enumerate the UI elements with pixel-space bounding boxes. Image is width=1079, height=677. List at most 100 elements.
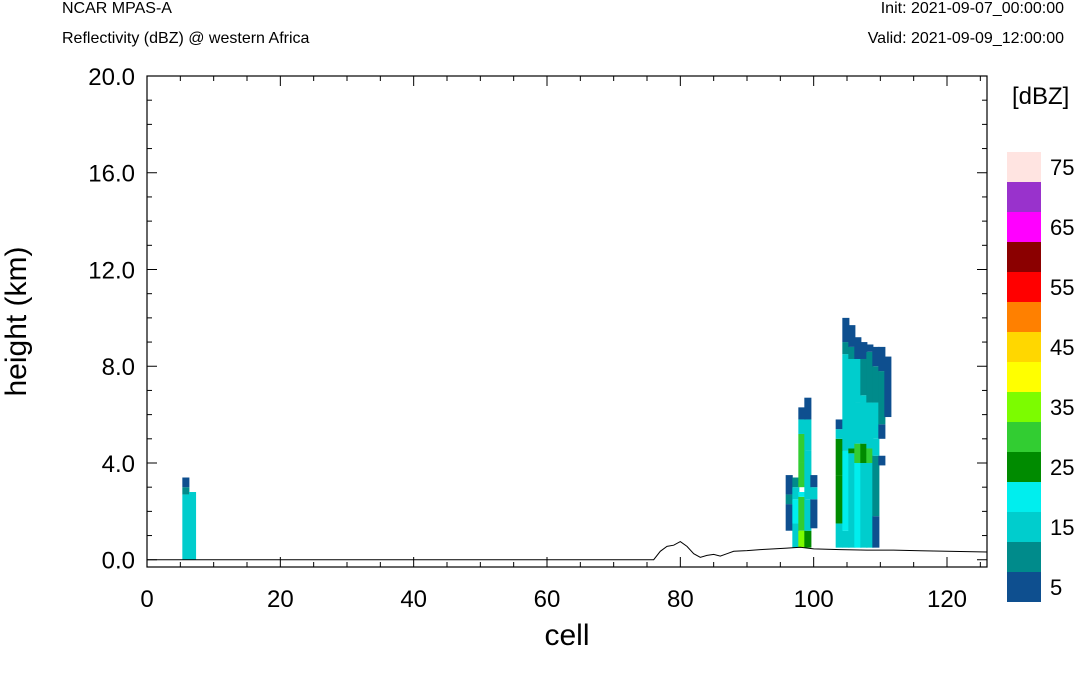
reflectivity-cell xyxy=(848,358,856,449)
colorbar-swatch xyxy=(1007,242,1041,272)
colorbar-label: 5 xyxy=(1050,575,1062,600)
reflectivity-cell xyxy=(848,346,856,359)
reflectivity-cell xyxy=(866,344,874,352)
reflectivity-cell xyxy=(878,424,886,439)
reflectivity-cell xyxy=(182,494,190,560)
reflectivity-cell xyxy=(872,455,880,517)
reflectivity-cell xyxy=(866,402,874,449)
reflectivity-cell xyxy=(810,487,818,500)
reflectivity-cell xyxy=(872,346,880,367)
reflectivity-cell xyxy=(848,448,856,454)
reflectivity-cell xyxy=(878,346,886,372)
reflectivity-cell xyxy=(866,463,874,548)
reflectivity-cell xyxy=(854,402,862,444)
reflectivity-cell xyxy=(860,443,868,463)
reflectivity-cell xyxy=(182,487,190,495)
colorbar-swatch xyxy=(1007,392,1041,422)
colorbar-swatch xyxy=(1007,152,1041,182)
y-tick-label: 16.0 xyxy=(88,161,135,188)
reflectivity-cell xyxy=(804,397,812,420)
colorbar-swatch xyxy=(1007,482,1041,512)
y-axis-label: height (km) xyxy=(0,246,33,396)
reflectivity-cell xyxy=(860,358,868,396)
data-layer xyxy=(147,317,988,561)
reflectivity-cell xyxy=(872,516,880,548)
colorbar-label: 65 xyxy=(1050,215,1074,240)
axes: 0 20 40 60 80 100 120 0.0 4.0 8.0 12.0 16.0 20.0 cell… xyxy=(0,64,988,652)
reflectivity-cell xyxy=(854,358,862,403)
y-tick-label: 20.0 xyxy=(88,64,135,91)
reflectivity-cell xyxy=(810,499,818,529)
reflectivity-cell xyxy=(798,463,806,488)
reflectivity-cell xyxy=(866,351,874,403)
plot-frame xyxy=(146,75,988,568)
colorbar-label: 45 xyxy=(1050,335,1074,360)
reflectivity-cell xyxy=(878,371,886,425)
reflectivity-cell xyxy=(798,407,806,420)
init-time: Init: 2021-09-07_00:00:00 xyxy=(880,0,1064,17)
colorbar-swatch xyxy=(1007,182,1041,212)
reflectivity-cell xyxy=(835,419,843,430)
reflectivity-cell xyxy=(792,499,800,524)
reflectivity-cell xyxy=(835,438,843,476)
colorbar-swatch xyxy=(1007,332,1041,362)
reflectivity-cell xyxy=(182,477,190,488)
reflectivity-cell xyxy=(792,523,800,548)
colorbar-label: 35 xyxy=(1050,395,1074,420)
x-tick-label: 0 xyxy=(140,586,153,613)
colorbar-swatch xyxy=(1007,572,1041,602)
reflectivity-cell xyxy=(798,496,806,531)
colorbar-swatch xyxy=(1007,422,1041,452)
colorbar-swatch xyxy=(1007,272,1041,302)
model-title: NCAR MPAS-A xyxy=(62,0,172,17)
reflectivity-cell xyxy=(854,463,862,548)
reflectivity-cell xyxy=(798,419,806,434)
colorbar-swatch xyxy=(1007,512,1041,542)
reflectivity-cell xyxy=(798,530,806,548)
reflectivity-cell xyxy=(804,450,812,500)
reflectivity-cell xyxy=(884,356,892,418)
x-tick-label: 60 xyxy=(534,586,561,613)
x-tick-label: 40 xyxy=(400,586,427,613)
reflectivity-cell xyxy=(785,475,793,495)
x-tick-label: 120 xyxy=(927,586,967,613)
reflectivity-cell xyxy=(860,395,868,444)
reflectivity-cell xyxy=(848,325,856,347)
reflectivity-cell xyxy=(854,337,862,359)
reflectivity-cell xyxy=(835,523,843,548)
reflectivity-cell xyxy=(810,475,818,488)
reflectivity-cell xyxy=(860,463,868,548)
reflectivity-cell xyxy=(804,530,812,548)
reflectivity-cell xyxy=(866,448,874,463)
x-axis-label: cell xyxy=(544,619,589,652)
reflectivity-cell xyxy=(835,475,843,524)
colorbar-swatch xyxy=(1007,362,1041,392)
valid-time: Valid: 2021-09-09_12:00:00 xyxy=(867,30,1064,47)
colorbar-swatch xyxy=(1007,542,1041,572)
colorbar-label: 75 xyxy=(1050,155,1074,180)
reflectivity-cell xyxy=(842,530,850,548)
reflectivity-cell xyxy=(860,342,868,359)
reflectivity-cell xyxy=(872,402,880,439)
reflectivity-cell xyxy=(842,317,850,343)
reflectivity-cell xyxy=(189,492,197,560)
x-tick-label: 100 xyxy=(794,586,834,613)
reflectivity-cell xyxy=(872,438,880,456)
reflectivity-cell xyxy=(872,366,880,403)
colorbar-swatch xyxy=(1007,302,1041,332)
reflectivity-cell xyxy=(848,453,856,548)
y-tick-label: 8.0 xyxy=(102,354,135,381)
reflectivity-cell xyxy=(804,499,812,531)
colorbar-label: 55 xyxy=(1050,275,1074,300)
x-tick-label: 80 xyxy=(667,586,694,613)
reflectivity-cell xyxy=(854,443,862,463)
reflectivity-cell xyxy=(835,429,843,439)
reflectivity-cell xyxy=(798,433,806,463)
reflectivity-cell xyxy=(842,450,850,531)
colorbar-label: 15 xyxy=(1050,515,1074,540)
reflectivity-cell xyxy=(798,492,806,497)
reflectivity-cell xyxy=(785,494,793,505)
colorbar-swatch xyxy=(1007,452,1041,482)
